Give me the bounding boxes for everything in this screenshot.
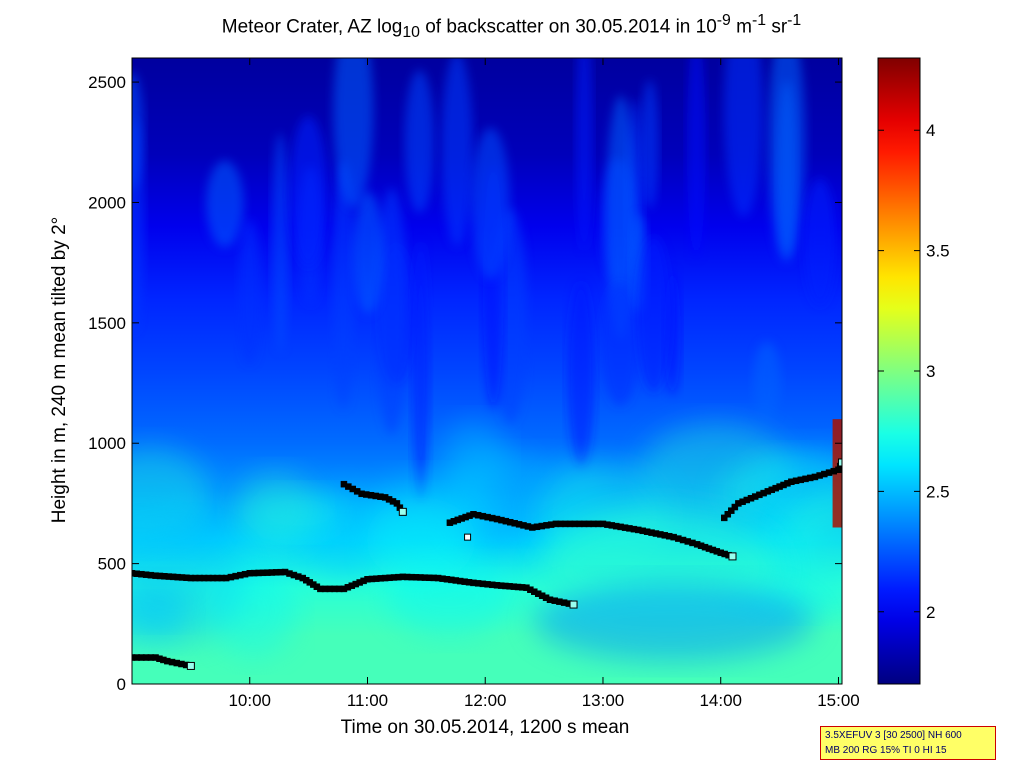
- x-axis-label: Time on 30.05.2014, 1200 s mean: [340, 717, 630, 738]
- title-exponent: -9: [716, 12, 731, 29]
- layer-series: [340, 480, 407, 516]
- title-unit-sr: sr: [766, 16, 788, 38]
- title-mid: of backscatter on 30.05.2014 in 10: [419, 16, 717, 38]
- texture-streak: [471, 127, 510, 280]
- texture-patch: [779, 491, 842, 609]
- texture-streak: [753, 341, 781, 423]
- texture-streak: [375, 188, 408, 435]
- texture-streak: [331, 160, 355, 410]
- colorbar-tick-label: 4: [926, 121, 935, 140]
- layer-marker: [721, 514, 728, 522]
- texture-streak: [575, 58, 593, 252]
- layer-marker: [464, 533, 472, 541]
- settings-info-box: 3.5XEFUV 3 [30 2500] NH 600 MB 200 RG 15…: [820, 726, 996, 760]
- title-sr-exponent: -1: [787, 12, 802, 29]
- high-backscatter-column: [832, 419, 842, 528]
- texture-streak: [767, 58, 806, 262]
- layer-series: [721, 458, 842, 522]
- y-tick-label: 2000: [88, 193, 126, 212]
- title-m-exponent: -1: [751, 12, 767, 29]
- y-tick-label: 1000: [88, 434, 126, 453]
- texture-streak: [411, 241, 430, 501]
- texture-streak: [803, 178, 836, 307]
- x-tick-label: 10:00: [228, 691, 271, 710]
- x-tick-label: 13:00: [582, 691, 625, 710]
- texture-streak: [605, 95, 636, 340]
- colorbar-tick-label: 2: [926, 603, 935, 622]
- colorbar: [877, 57, 921, 685]
- texture-streak: [641, 79, 659, 210]
- layer-end-marker: [186, 661, 195, 670]
- texture-patch: [366, 497, 476, 583]
- texture-patch: [533, 581, 814, 662]
- y-axis-label: Height in m, 240 m mean tilted by 2°: [49, 216, 70, 524]
- info-line-2: MB 200 RG 15% TI 0 HI 15: [825, 745, 947, 756]
- texture-streak: [686, 58, 706, 259]
- layer-series: [464, 533, 472, 541]
- texture-streak: [352, 191, 384, 314]
- info-line-1: 3.5XEFUV 3 [30 2500] NH 600: [825, 730, 962, 741]
- layer-marker: [731, 503, 739, 511]
- colorbar-tick-label: 3: [926, 362, 935, 381]
- x-tick-label: 11:00: [347, 691, 388, 710]
- y-tick-label: 2500: [88, 73, 126, 92]
- x-tick-label: 14:00: [699, 691, 742, 710]
- layer-series: [446, 511, 737, 561]
- title-prefix: Meteor Crater, AZ log: [221, 16, 403, 38]
- texture-streak: [271, 133, 289, 352]
- texture-streak: [567, 280, 595, 468]
- texture-streak: [601, 283, 639, 406]
- texture-streak: [441, 58, 473, 247]
- layer-end-marker: [569, 600, 578, 609]
- y-tick-label: 0: [117, 675, 126, 694]
- texture-streak: [333, 58, 374, 208]
- layer-end-marker: [728, 552, 737, 561]
- texture-streak: [132, 119, 144, 333]
- chart-title: Meteor Crater, AZ log10 of backscatter o…: [0, 12, 1023, 42]
- layer-end-marker: [838, 458, 842, 467]
- heatmap-texture: [132, 58, 842, 662]
- layer-end-marker: [398, 507, 407, 516]
- plot-frame: [131, 57, 843, 685]
- texture-patch: [132, 599, 186, 647]
- texture-patch: [233, 471, 318, 549]
- layer-marker: [724, 511, 732, 518]
- texture-patch: [209, 564, 297, 657]
- title-log-base: 10: [402, 24, 420, 42]
- colorbar-tick-label: 2.5: [926, 482, 950, 501]
- heatmap-area: [132, 58, 842, 684]
- title-unit-m: m: [730, 16, 752, 38]
- y-tick-label: 500: [98, 555, 126, 574]
- texture-streak: [206, 160, 244, 248]
- y-tick-label: 1500: [88, 314, 126, 333]
- x-tick-label: 15:00: [817, 691, 860, 710]
- axes: 10:00 11:00 12:00 13:00 14:00 15:00 0 500 1000 15…: [88, 58, 860, 710]
- layer-series: [132, 654, 195, 670]
- layer-markers: [132, 458, 842, 670]
- colorbar-tick-label: 3.5: [926, 242, 950, 261]
- layer-series: [132, 568, 578, 609]
- texture-streak: [637, 236, 671, 393]
- texture-streak: [724, 58, 764, 218]
- colorbar-axis: 2 2.5 3 3.5 4: [878, 121, 950, 622]
- texture-streak: [289, 115, 327, 268]
- texture-patch: [439, 419, 508, 493]
- layer-marker: [728, 507, 735, 514]
- x-tick-label: 12:00: [464, 691, 507, 710]
- texture-streak: [238, 219, 261, 365]
- texture-streak: [404, 69, 435, 214]
